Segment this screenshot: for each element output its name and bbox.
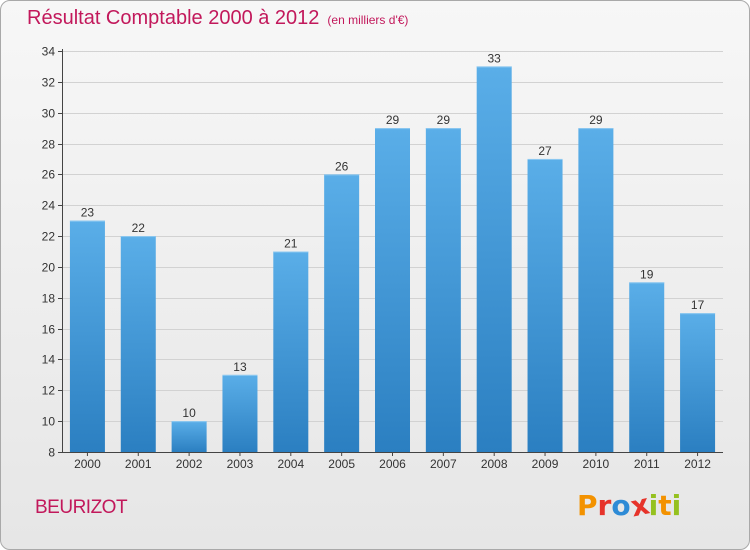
y-tick-label: 26 <box>42 168 56 182</box>
y-tick-label: 16 <box>42 323 56 337</box>
data-label: 33 <box>488 51 502 65</box>
bar-2006 <box>375 128 410 452</box>
proxiti-logo: Proxiti <box>577 487 682 523</box>
logo-letter: t <box>658 489 672 522</box>
bar-highlight <box>680 313 716 315</box>
y-tick-label: 32 <box>42 76 56 90</box>
x-tick-label: 2010 <box>583 457 610 471</box>
bar-2011 <box>629 282 665 452</box>
data-label: 19 <box>640 267 654 281</box>
x-tick-label: 2002 <box>176 457 203 471</box>
data-label: 13 <box>233 360 247 374</box>
bar-highlight <box>69 220 105 222</box>
bar-2000 <box>69 220 105 452</box>
data-label: 10 <box>182 406 196 420</box>
bar-highlight <box>324 174 360 176</box>
axes: 8 10 12 14 16 18 20 22 24 26 28 30 32 34 2000 2001 2002 2… <box>42 45 723 471</box>
logo-letter: r <box>597 489 612 522</box>
bar-2003 <box>222 374 258 452</box>
y-tick-label: 14 <box>42 353 56 367</box>
bar-2009 <box>527 158 563 452</box>
bar-2007 <box>425 128 461 452</box>
data-label: 29 <box>589 113 603 127</box>
bar-highlight <box>476 66 512 68</box>
x-tick-label: 2004 <box>277 457 304 471</box>
y-tick-label: 20 <box>42 261 56 275</box>
y-tick-label: 10 <box>42 415 56 429</box>
bars <box>69 66 716 452</box>
x-tick-label: 2006 <box>379 457 406 471</box>
town-name: BEURIZOT <box>35 497 128 518</box>
bar-2010 <box>578 128 614 452</box>
bar-highlight <box>120 236 156 238</box>
y-tick-label: 12 <box>42 384 56 398</box>
bar-highlight <box>425 128 461 130</box>
x-tick-label: 2001 <box>125 457 152 471</box>
y-tick-label: 22 <box>42 230 56 244</box>
bar-highlight <box>222 374 258 376</box>
data-label: 29 <box>437 113 451 127</box>
data-label: 27 <box>538 144 552 158</box>
bar-2001 <box>120 236 156 452</box>
y-tick-label: 8 <box>48 446 55 460</box>
logo-letter: i <box>648 489 659 522</box>
data-label: 29 <box>386 113 400 127</box>
bar-2004 <box>273 251 309 452</box>
data-label: 22 <box>132 221 146 235</box>
x-tick-label: 2000 <box>74 457 101 471</box>
chart-title-text: Résultat Comptable 2000 à 2012 <box>27 7 320 29</box>
x-tick-label: 2011 <box>634 457 660 471</box>
x-tick-label: 2007 <box>430 457 457 471</box>
bar-highlight <box>273 251 309 253</box>
y-tick-label: 18 <box>42 292 56 306</box>
y-tick-label: 30 <box>42 107 56 121</box>
data-label: 23 <box>81 206 95 220</box>
x-tick-label: 2012 <box>684 457 711 471</box>
bar-2002 <box>171 421 207 452</box>
bar-highlight <box>578 128 614 130</box>
data-label: 26 <box>335 159 349 173</box>
bar-highlight <box>527 158 563 160</box>
x-tick-label: 2003 <box>227 457 254 471</box>
logo-letter: i <box>671 489 682 522</box>
y-tick-label: 34 <box>42 45 56 59</box>
chart-title: Résultat Comptable 2000 à 2012 (en millie… <box>27 7 408 30</box>
bar-2008 <box>476 66 512 452</box>
y-tick-label: 28 <box>42 138 56 152</box>
bar-2012 <box>680 313 716 452</box>
bar-highlight <box>629 282 665 284</box>
x-tick-label: 2005 <box>328 457 355 471</box>
x-tick-label: 2008 <box>481 457 508 471</box>
data-label: 17 <box>691 298 705 312</box>
logo-letter: o <box>611 489 631 522</box>
logo-letter: P <box>577 489 598 522</box>
bar-highlight <box>375 128 410 130</box>
bar-highlight <box>171 421 207 423</box>
y-tick-label: 24 <box>42 199 56 213</box>
data-labels: 23 22 10 13 21 26 29 29 33 27 29 19 17 <box>81 51 705 420</box>
chart-title-unit: (en milliers d'€) <box>327 13 409 27</box>
data-label: 21 <box>284 237 298 251</box>
x-tick-label: 2009 <box>532 457 559 471</box>
bar-2005 <box>324 174 360 452</box>
